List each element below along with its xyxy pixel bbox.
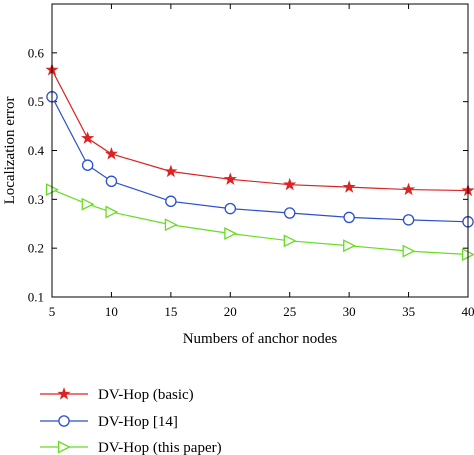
data-point-star [402, 182, 416, 196]
data-point-circle [81, 159, 94, 171]
x-tick-label: 35 [402, 304, 415, 319]
y-tick-label: 0.1 [28, 290, 44, 305]
data-point-triangle [402, 244, 416, 258]
legend-item: DV-Hop [14] [40, 414, 178, 430]
data-point-star [283, 177, 297, 191]
x-axis-title: Numbers of anchor nodes [183, 331, 338, 347]
data-point-circle [105, 175, 118, 188]
x-tick-label: 5 [49, 304, 56, 319]
data-point-triangle [81, 197, 95, 211]
y-tick-labels: 0.1 0.2 0.3 0.4 0.5 0.6 [28, 45, 45, 304]
data-point-star [104, 147, 118, 160]
series-line [51, 96, 469, 223]
series-line [51, 69, 469, 192]
data-point-triangle [105, 205, 119, 219]
plot-frame [51, 3, 469, 298]
legend-label: DV-Hop (this paper) [98, 440, 222, 455]
data-point-star [81, 131, 95, 144]
y-tick-label: 0.4 [28, 143, 45, 158]
data-point-circle [343, 211, 355, 224]
series-2 [46, 91, 474, 228]
data-point-triangle [224, 227, 238, 240]
x-tick-labels: 5 10 15 20 25 30 35 40 [49, 304, 474, 319]
data-point-star [164, 164, 178, 178]
data-point-circle [402, 214, 415, 226]
data-point-triangle [57, 440, 71, 454]
y-tick-label: 0.3 [28, 192, 44, 207]
data-point-triangle [283, 234, 297, 248]
legend-label: DV-Hop (basic) [98, 387, 194, 403]
data-point-circle [165, 195, 177, 208]
legend-item: DV-Hop (this paper) [40, 440, 222, 455]
x-tick-label: 25 [283, 304, 296, 319]
y-axis-title: Localization error [2, 97, 18, 205]
data-point-star [223, 172, 237, 185]
y-tick-label: 0.6 [28, 45, 45, 60]
x-tick-label: 15 [164, 304, 177, 319]
x-tick-label: 30 [343, 304, 356, 319]
x-tick-label: 10 [105, 304, 118, 319]
series-1 [45, 63, 474, 197]
series-layer [45, 63, 474, 261]
data-point-triangle [164, 218, 178, 232]
data-point-star [57, 387, 71, 400]
x-tick-label: 20 [224, 304, 237, 319]
data-point-circle [58, 415, 70, 427]
data-point-triangle [343, 239, 356, 253]
y-tick-label: 0.5 [28, 94, 44, 109]
data-point-circle [224, 202, 237, 215]
legend: DV-Hop (basic) DV-Hop [14] DV-Hop (this pa… [40, 387, 222, 455]
data-point-circle [283, 207, 296, 219]
data-point-star [342, 180, 356, 193]
legend-label: DV-Hop [14] [98, 414, 178, 430]
x-tick-label: 40 [462, 304, 474, 319]
y-tick-label: 0.2 [28, 241, 44, 256]
legend-item: DV-Hop (basic) [40, 387, 194, 403]
